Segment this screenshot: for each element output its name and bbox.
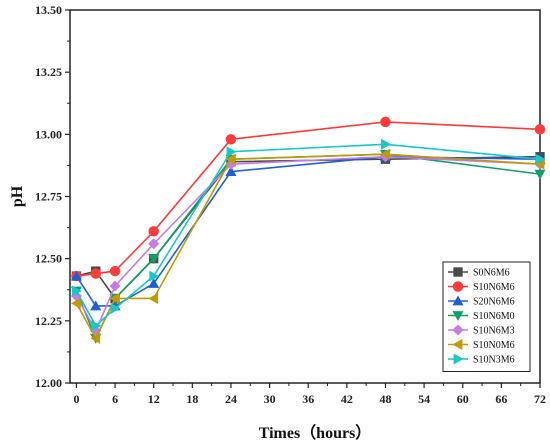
data-point	[225, 153, 236, 165]
legend: S0N6M6 S10N6M6 S20N6M6 S10N6M0 S10N6M3 S10N0M…	[442, 261, 531, 372]
data-point	[535, 153, 546, 165]
data-point	[90, 332, 101, 344]
data-point	[226, 146, 237, 158]
legend-marker	[452, 339, 463, 350]
x-tick-label: 42	[341, 392, 353, 406]
series-S10N0M6	[70, 148, 545, 344]
legend-item: S10N6M0	[448, 311, 515, 322]
y-tick-label: 13.25	[35, 65, 62, 79]
data-point	[109, 280, 121, 292]
legend-label: S0N6M6	[473, 268, 510, 279]
legend-label: S10N3M6	[473, 355, 515, 366]
x-tick-label: 60	[457, 392, 469, 406]
x-axis-title: Times（hours）	[259, 424, 372, 442]
legend-marker	[452, 281, 464, 292]
legend-marker	[453, 353, 464, 365]
y-tick-label: 13.50	[35, 3, 62, 17]
data-point	[534, 158, 545, 170]
data-point	[110, 302, 121, 314]
data-point	[148, 292, 159, 304]
legend-item: S10N0M6	[448, 339, 515, 351]
x-tick-label: 18	[186, 392, 198, 406]
y-tick-label: 12.25	[35, 314, 62, 328]
data-point	[380, 116, 391, 128]
x-tick-label: 24	[225, 392, 237, 406]
x-tick-label: 36	[302, 392, 314, 406]
data-point	[148, 254, 160, 265]
legend-marker	[452, 311, 464, 321]
legend-label: S10N6M3	[473, 326, 515, 337]
data-point	[534, 169, 546, 180]
x-tick-label: 0	[73, 392, 79, 406]
legend-label: S10N0M6	[473, 340, 515, 351]
data-point	[72, 285, 82, 297]
data-point	[148, 226, 159, 237]
legend-item: S0N6M6	[448, 267, 510, 279]
legend-label: S10N6M6	[473, 282, 515, 293]
y-tick-label: 12.00	[35, 376, 62, 390]
legend-label: S10N6M0	[473, 311, 515, 322]
data-point	[225, 134, 237, 145]
data-point	[90, 268, 101, 279]
legend-item: S10N6M3	[448, 324, 515, 337]
x-tick-label: 6	[112, 392, 118, 406]
legend-item: S10N6M6	[448, 281, 515, 293]
y-tick-label: 13.00	[35, 127, 62, 141]
data-point	[149, 270, 160, 282]
data-point	[225, 166, 237, 177]
legend-marker	[452, 295, 464, 306]
data-point	[379, 148, 390, 160]
data-point	[70, 270, 82, 281]
y-tick-label: 12.50	[35, 252, 62, 266]
legend-item: S20N6M6	[448, 295, 515, 308]
series-S10N3M6	[72, 138, 546, 332]
legend-marker	[452, 324, 464, 336]
legend-label: S20N6M6	[473, 297, 515, 308]
x-tick-label: 54	[418, 392, 430, 406]
data-point	[381, 138, 391, 150]
data-point	[148, 278, 160, 288]
legend-item: S10N3M6	[448, 353, 515, 366]
y-axis-title: pH	[9, 185, 26, 207]
x-tick-label: 66	[495, 392, 507, 406]
legend-marker	[453, 267, 463, 277]
y-tick-label: 12.75	[35, 190, 62, 204]
x-tick-label: 48	[379, 392, 391, 406]
x-tick-label: 72	[534, 392, 546, 406]
data-point	[91, 320, 102, 332]
data-point	[534, 124, 546, 135]
data-point	[148, 238, 160, 250]
x-tick-label: 12	[148, 392, 160, 406]
data-point	[90, 300, 102, 311]
data-point	[109, 265, 121, 277]
data-point	[70, 297, 81, 309]
x-tick-label: 30	[264, 392, 276, 406]
data-point	[109, 292, 120, 304]
